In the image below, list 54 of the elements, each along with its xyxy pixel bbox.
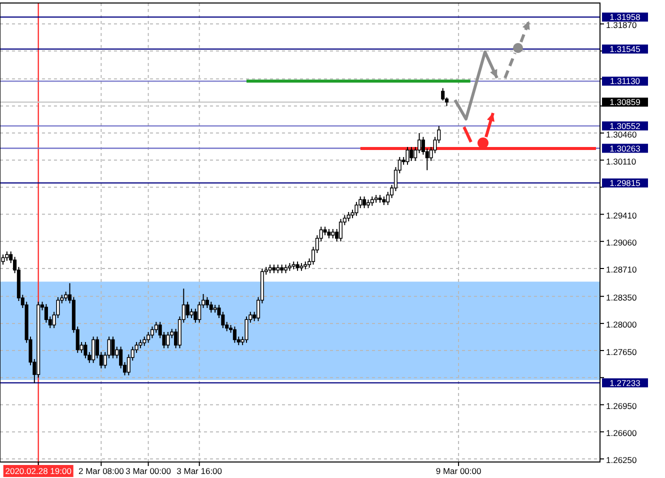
candlestick: [194, 308, 198, 324]
candlestick: [331, 228, 335, 239]
ref-line-label: 1.29815: [610, 178, 641, 188]
candlestick: [154, 321, 158, 334]
candlestick: [232, 326, 236, 344]
x-tick-label: 2 Mar 08:00: [78, 466, 124, 476]
ref-line-label: 1.30859: [610, 97, 641, 108]
x-tick-label: 3 Mar 16:00: [176, 466, 222, 476]
candlestick: [166, 331, 170, 349]
ref-line-label: 1.31958: [610, 12, 641, 22]
candlestick: [327, 228, 331, 239]
y-tick-label: 1.26250: [606, 455, 637, 466]
y-tick-label: 1.27650: [606, 346, 637, 357]
candlestick: [346, 211, 350, 222]
candlestick: [354, 201, 358, 216]
candlestick: [198, 301, 202, 324]
candlestick: [186, 301, 190, 319]
x-tick-label: 3 Mar 00:00: [126, 466, 172, 476]
y-tick-label: 1.26600: [606, 428, 637, 438]
candlestick: [5, 250, 9, 262]
y-tick-label: 1.26950: [606, 400, 637, 411]
candlestick: [441, 88, 445, 102]
candlestick: [386, 191, 390, 206]
ref-line-label: 1.27233: [610, 378, 641, 388]
candlestick: [370, 196, 374, 206]
candlestick: [92, 336, 96, 364]
candlestick: [205, 296, 209, 308]
candlestick: [84, 342, 88, 359]
y-tick-label: 1.28350: [606, 292, 637, 303]
candlestick: [209, 301, 213, 314]
candlestick: [362, 196, 366, 209]
y-tick-label: 1.30460: [606, 129, 637, 140]
y-tick-label: 1.29060: [606, 238, 637, 248]
candlestick: [64, 291, 68, 302]
ref-line-label: 1.31130: [610, 76, 640, 86]
candlestick: [406, 146, 410, 166]
candlestick: [296, 261, 300, 272]
candlestick: [190, 308, 194, 319]
x-tick-label: 2020.02.28 19:00: [5, 466, 72, 476]
y-tick-label: 1.28000: [606, 320, 637, 330]
candlestick: [244, 316, 248, 344]
y-tick-label: 1.31870: [606, 20, 637, 30]
ref-line-label: 1.30263: [610, 143, 641, 154]
y-tick-label: 1.30110: [606, 156, 636, 166]
ref-line-label: 1.31545: [610, 44, 641, 54]
candlestick: [111, 336, 115, 359]
y-tick-label: 1.28710: [606, 264, 637, 275]
candlestick: [142, 336, 146, 346]
candlestick: [410, 146, 414, 162]
ref-line-label: 1.30552: [610, 120, 641, 131]
candlestick: [150, 326, 154, 339]
candlestick: [338, 218, 343, 242]
x-tick-label: 9 Mar 00:00: [436, 466, 482, 476]
y-tick-label: 1.29410: [606, 210, 637, 221]
